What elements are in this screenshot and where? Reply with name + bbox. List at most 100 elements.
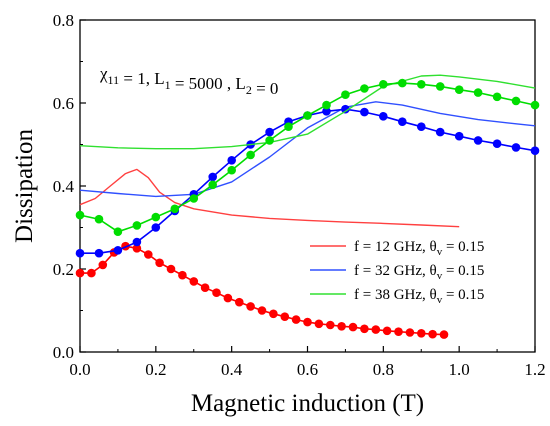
x-tick-label: 1.0: [449, 360, 470, 379]
legend-label-part: f = 32 GHz, θ: [354, 263, 437, 279]
legend-label: f = 32 GHz, θv = 0.15: [354, 263, 484, 282]
data-point: [417, 329, 426, 338]
data-point: [394, 327, 403, 337]
data-point: [257, 306, 267, 315]
data-point: [113, 246, 123, 255]
legend-label-part: f = 12 GHz, θ: [354, 239, 437, 255]
x-axis-title: Magnetic induction (T): [191, 390, 424, 417]
data-point: [439, 330, 449, 339]
data-point: [75, 248, 85, 258]
data-point: [398, 117, 407, 126]
legend: f = 12 GHz, θv = 0.15f = 32 GHz, θv = 0.…: [310, 239, 484, 306]
data-point: [530, 100, 540, 110]
y-tick-label: 0.8: [53, 11, 74, 30]
data-point: [151, 223, 161, 232]
data-point: [454, 131, 464, 141]
data-point: [94, 214, 104, 224]
legend-label-part: = 0.15: [442, 263, 484, 279]
annotation-part: 11: [108, 73, 120, 87]
annotation-part: χ: [99, 64, 108, 83]
data-point: [223, 293, 233, 303]
data-point: [280, 312, 290, 322]
annotation-part: = 1, L: [119, 69, 164, 88]
data-point: [208, 172, 217, 182]
legend-label: f = 38 GHz, θv = 0.15: [354, 287, 484, 306]
x-tick-label: 0.8: [373, 360, 394, 379]
data-point: [360, 324, 369, 334]
data-point: [189, 277, 199, 286]
data-point: [291, 315, 301, 324]
data-point: [379, 112, 388, 121]
data-point: [75, 210, 85, 220]
data-point: [178, 270, 187, 280]
series-marker-line: [79, 82, 536, 233]
legend-label-subscript: v: [437, 270, 443, 282]
series-group: [75, 241, 449, 339]
y-tick-label: 0.6: [53, 94, 74, 113]
data-point: [417, 122, 426, 131]
data-point: [360, 107, 369, 117]
legend-label: f = 12 GHz, θv = 0.15: [354, 239, 484, 258]
data-point: [341, 90, 350, 99]
series-line: [79, 168, 460, 228]
data-point: [212, 288, 221, 298]
data-point: [341, 104, 350, 114]
data-point: [200, 283, 210, 293]
data-point: [303, 317, 312, 327]
series-line: [79, 74, 536, 150]
data-point: [132, 244, 142, 253]
data-point: [473, 136, 483, 145]
data-point: [87, 268, 96, 278]
annotation-part: 1: [165, 78, 171, 92]
data-point: [265, 136, 274, 145]
data-point: [246, 150, 255, 160]
data-point: [398, 78, 407, 88]
tick-labels: 0.0 0.2 0.4 0.6 0.8 1.0 1.2 0.0 0.2 0.4 0.6 0.8: [53, 11, 546, 379]
data-point: [132, 221, 142, 230]
series-line: [79, 101, 536, 198]
series-group: [79, 74, 536, 150]
data-point: [360, 84, 369, 93]
y-axis-title: Dissipation: [11, 129, 38, 243]
legend-label-part: f = 38 GHz, θ: [354, 287, 437, 303]
annotation-part: = 0: [252, 79, 279, 98]
data-point: [246, 302, 255, 311]
data-point: [382, 326, 392, 336]
y-tick-label: 0.2: [53, 260, 74, 279]
legend-label-subscript: v: [437, 294, 443, 306]
data-point: [454, 85, 464, 94]
x-tick-label: 0.2: [145, 360, 166, 379]
data-point: [511, 96, 521, 106]
data-point: [132, 237, 142, 247]
y-tick-label: 0.0: [53, 343, 74, 362]
data-point: [269, 309, 278, 319]
data-point: [492, 139, 502, 148]
y-tick-label: 0.4: [53, 177, 75, 196]
x-tick-label: 0.4: [221, 360, 243, 379]
data-point: [371, 325, 381, 334]
data-point: [417, 80, 426, 89]
data-point: [303, 111, 312, 120]
data-point: [326, 320, 335, 330]
series-marker-line: [80, 108, 536, 254]
data-point: [170, 204, 180, 214]
data-point: [314, 319, 324, 329]
data-point: [189, 194, 199, 203]
annotation-part: 2: [246, 83, 252, 97]
data-point: [265, 127, 274, 137]
legend-label-part: = 0.15: [442, 287, 484, 303]
data-point: [155, 258, 164, 268]
data-point: [379, 80, 388, 89]
data-point: [428, 329, 437, 339]
data-point: [227, 156, 236, 165]
data-point: [473, 88, 483, 97]
data-point: [435, 127, 445, 137]
data-point: [435, 82, 445, 91]
data-point: [227, 165, 236, 175]
data-point: [284, 122, 293, 131]
data-point: [511, 143, 521, 152]
series-group: [79, 101, 536, 198]
series-group: [79, 168, 460, 228]
data-point: [337, 322, 346, 331]
